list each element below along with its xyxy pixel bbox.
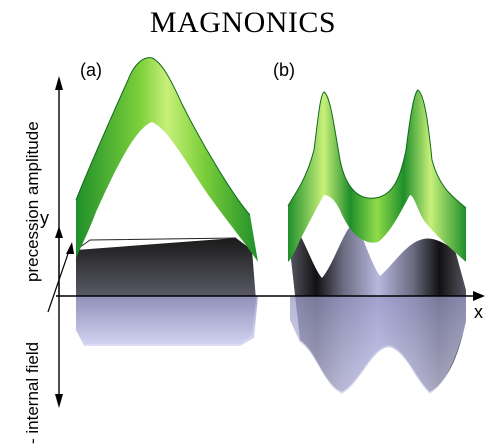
diagonal-axis-arrow	[47, 242, 74, 313]
panel-b-amplitude-surface	[287, 89, 467, 262]
x-axis	[56, 291, 485, 301]
y-axis-label: y	[40, 208, 49, 228]
panel-b-label: (b)	[273, 60, 295, 80]
panel-a-label: (a)	[80, 60, 102, 80]
precession-amplitude-label: precession amplitude	[23, 121, 42, 282]
y-axis-arrow	[55, 226, 63, 296]
page-title: MAGNONICS	[149, 6, 337, 39]
panel-a-field-surface	[75, 237, 258, 346]
panel-b-field-surface	[290, 222, 466, 394]
internal-field-label: - internal field	[23, 342, 42, 444]
x-axis-label: x	[474, 302, 483, 322]
panel-a-amplitude-surface	[75, 57, 258, 262]
